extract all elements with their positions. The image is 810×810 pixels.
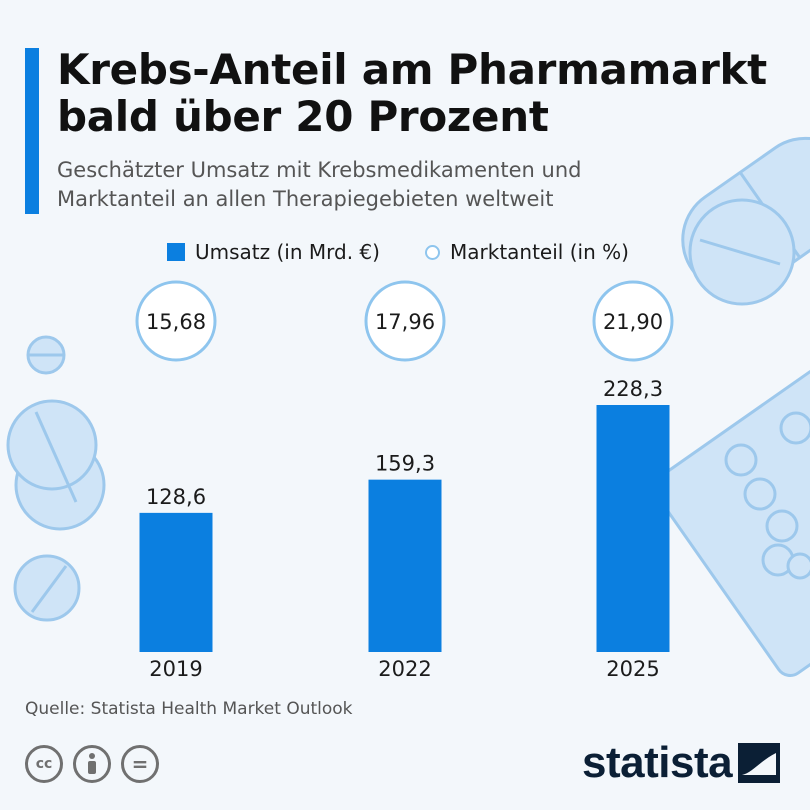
statista-logo[interactable]: statista [582,738,781,788]
share-value-label-2025: 21,90 [603,310,663,334]
legend-item-umsatz: Umsatz (in Mrd. €) [167,240,380,264]
cc-glyph: cc [35,756,53,772]
bar-value-label-2022: 159,3 [375,452,435,476]
brand-name: statista [582,738,733,787]
x-tick-label-2025: 2025 [606,657,659,681]
bar-value-label-2025: 228,3 [603,377,663,401]
noderivs-icon[interactable]: = [121,745,159,783]
chart-title: Krebs-Anteil am Pharmamarkt bald über 20… [57,45,767,141]
source-note: Quelle: Statista Health Market Outlook [25,699,353,719]
share-circle-2022 [364,280,446,362]
share-value-label-2022: 17,96 [375,310,435,334]
person-icon [88,753,96,774]
attribution-icon[interactable] [73,745,111,783]
bar-value-label-2019: 128,6 [146,485,206,509]
legend-bar-swatch [167,243,185,261]
share-circle-2025 [592,280,674,362]
equals-glyph: = [131,752,149,776]
share-circle-2019 [135,280,217,362]
bar-2019 [139,512,213,652]
chart-subtitle: Geschätzter Umsatz mit Krebsmedikamenten… [57,158,582,211]
legend-circle-swatch [425,244,440,260]
statista-logo-mark-icon [738,743,781,783]
cc-icon[interactable]: cc [25,745,63,783]
legend-item-marktanteil: Marktanteil (in %) [425,240,629,264]
x-tick-label-2019: 2019 [149,657,202,681]
share-value-label-2019: 15,68 [146,310,206,334]
title-accent-bar [25,48,39,214]
legend-label-umsatz: Umsatz (in Mrd. €) [195,240,380,264]
x-tick-label-2022: 2022 [378,657,431,681]
chart-legend: Umsatz (in Mrd. €) Marktanteil (in %) [0,240,810,270]
bar-2022 [368,479,442,652]
bar-2025 [596,405,670,652]
legend-label-marktanteil: Marktanteil (in %) [450,240,629,264]
